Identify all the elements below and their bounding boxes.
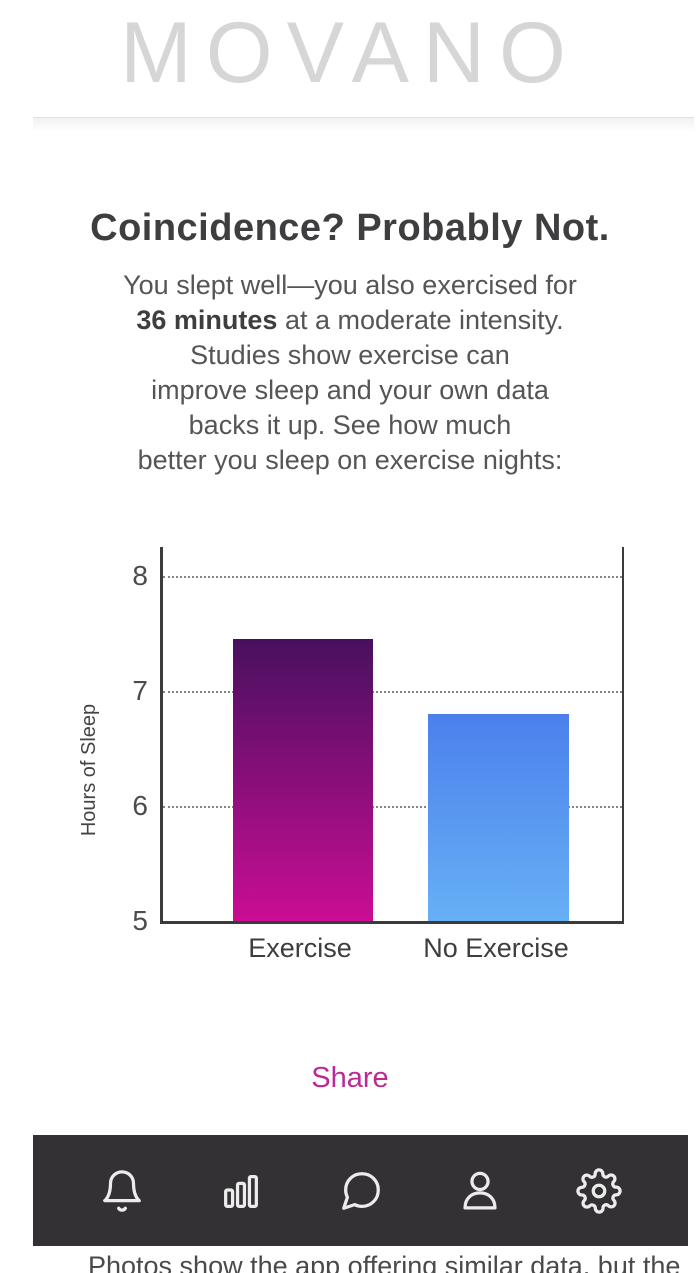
insight-title: Coincidence? Probably Not. — [90, 207, 610, 249]
messages-button[interactable] — [336, 1166, 386, 1216]
ytick-7: 7 — [132, 674, 148, 706]
share-button[interactable]: Share — [311, 1062, 389, 1094]
ytick-6: 6 — [132, 789, 148, 821]
user-icon — [463, 1171, 497, 1209]
xlabel-no-exercise: No Exercise — [423, 933, 569, 963]
ytick-5: 5 — [132, 905, 148, 936]
gridline-8 — [163, 575, 622, 578]
ytick-8: 8 — [132, 559, 148, 591]
sleep-comparison-chart: Hours of Sleep 8 7 6 5 Exercise No Exercise — [78, 547, 624, 963]
gridline-7 — [163, 690, 622, 693]
y-axis-title: Hours of Sleep — [78, 703, 100, 837]
gridline-6 — [163, 805, 622, 808]
xlabel-exercise: Exercise — [248, 933, 352, 963]
notifications-button[interactable] — [97, 1166, 147, 1216]
bar-chart-icon — [224, 1174, 259, 1208]
chat-bubble-icon — [341, 1171, 380, 1210]
bottom-nav — [33, 1135, 688, 1246]
bell-icon — [103, 1169, 141, 1212]
stats-button[interactable] — [216, 1166, 266, 1216]
chart-plot-area — [160, 547, 624, 924]
bar-no-exercise — [428, 713, 569, 921]
header-divider — [33, 117, 694, 118]
settings-button[interactable] — [574, 1166, 624, 1216]
profile-button[interactable] — [455, 1166, 505, 1216]
gear-icon — [576, 1167, 622, 1214]
brand-logo: MOVANO — [120, 5, 580, 101]
header-divider-shadow — [33, 118, 694, 132]
insight-body: You slept well—you also exercised for 36 … — [123, 270, 577, 475]
bar-exercise — [233, 639, 373, 921]
clipped-caption: Photos show the app offering similar dat… — [88, 1253, 681, 1273]
